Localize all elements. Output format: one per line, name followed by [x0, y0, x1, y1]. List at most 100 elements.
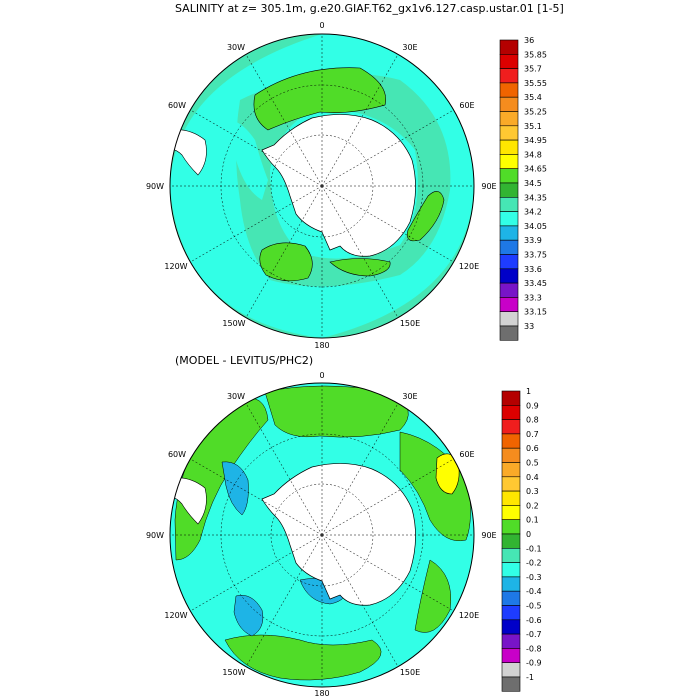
p1-colorbar-label-1: 35.85: [524, 50, 547, 59]
p2-colorbar-swatch-18: [501, 648, 521, 664]
p2-colorbar-label-9: 0.1: [526, 516, 539, 525]
p2-colorbar-swatch-11: [501, 547, 521, 563]
p2-colorbar-swatch-6: [501, 476, 521, 492]
p2-colorbar-swatch-4: [501, 447, 521, 463]
p1-colorbar-label-17: 33.45: [524, 279, 547, 288]
p2-colorbar-swatch-3: [501, 433, 521, 449]
p1-colorbar-swatch-11: [499, 197, 519, 212]
p1-colorbar-label-7: 34.95: [524, 136, 547, 145]
p1-colorbar-swatch-8: [499, 154, 519, 169]
panel2-map: 0 30E 60E 90E 120E 150E 180 150W 120W 90…: [146, 371, 497, 698]
p1-colorbar-swatch-4: [499, 96, 519, 112]
p2-colorbar-swatch-0: [501, 390, 521, 406]
p1-lon-label-30e: 30E: [402, 43, 417, 52]
p1-region-acc-ring: [236, 73, 451, 287]
p2-colorbar-swatch-15: [501, 605, 521, 621]
p1-colorbar-label-18: 33.3: [524, 293, 542, 302]
p2-colorbar-swatch-10: [501, 533, 521, 549]
p2-lon-label-30e: 30E: [402, 392, 417, 401]
p2-colorbar-label-4: 0.6: [526, 444, 539, 453]
p1-colorbar-swatch-19: [499, 311, 519, 327]
p1-colorbar-label-10: 34.5: [524, 179, 542, 188]
p2-region-green-south: [224, 634, 382, 681]
p2-south-america-land: [170, 477, 207, 525]
p1-lon-label-150w: 150W: [222, 319, 245, 328]
p2-lon-label-0: 0: [319, 371, 324, 380]
p2-lon-label-60e: 60E: [459, 450, 474, 459]
p1-colorbar-swatch-5: [499, 111, 519, 127]
p2-colorbar-swatch-1: [501, 404, 521, 420]
p2-region-blue-120w: [233, 595, 264, 637]
p2-colorbar-label-0: 1: [526, 387, 531, 396]
p2-lon-label-180: 180: [314, 689, 329, 698]
p2-region-yellow-60e: [435, 453, 460, 495]
p1-colorbar-swatch-20: [499, 325, 519, 341]
p1-colorbar-label-13: 34.05: [524, 222, 547, 231]
p1-lon-label-0: 0: [319, 21, 324, 30]
p2-colorbar-label-6: 0.4: [526, 473, 539, 482]
p2-colorbar-label-7: 0.3: [526, 487, 539, 496]
p1-region-green-north: [253, 67, 387, 131]
panel1-title: SALINITY at z= 305.1m, g.e20.GIAF.T62_gx…: [175, 2, 564, 15]
p1-lon-label-150e: 150E: [400, 319, 420, 328]
p1-colorbar-swatch-16: [499, 268, 519, 284]
p1-colorbar-swatch-14: [499, 239, 519, 255]
p1-colorbar-swatch-1: [499, 53, 519, 69]
p1-colorbar-label-4: 35.4: [524, 93, 542, 102]
p1-colorbar-swatch-13: [499, 225, 519, 241]
p2-colorbar-label-17: -0.7: [526, 630, 542, 639]
p2-region-blue-shelf: [221, 461, 249, 516]
p1-colorbar-label-19: 33.15: [524, 308, 547, 317]
p2-lon-label-120e: 120E: [459, 611, 479, 620]
p2-colorbar-label-12: -0.2: [526, 559, 542, 568]
p1-lon-label-90w: 90W: [146, 182, 164, 191]
p2-colorbar-swatch-17: [501, 633, 521, 649]
panel1-map: 0 30E 60E 90E 120E 150E 180 150W 120W 90…: [146, 21, 497, 350]
p1-colorbar-swatch-17: [499, 282, 519, 298]
p1-lon-label-180: 180: [314, 341, 329, 350]
panel2-colorbar: 1 0.9 0.8 0.7 0.6 0.5 0.4 0.3 0.2 0.1 0 -0.1 -0.2 -0.…: [501, 387, 542, 692]
panel2-title: (MODEL - LEVITUS/PHC2): [175, 354, 314, 367]
p1-colorbar-label-8: 34.8: [524, 150, 542, 159]
p1-lon-label-120w: 120W: [164, 262, 187, 271]
p2-colorbar-swatch-8: [501, 505, 521, 520]
p2-lon-label-90w: 90W: [146, 531, 164, 540]
p1-region-green-southwest: [259, 242, 313, 282]
p1-colorbar-swatch-7: [499, 139, 519, 155]
p1-colorbar-swatch-10: [499, 182, 519, 198]
p2-lon-label-30w: 30W: [227, 392, 245, 401]
p1-colorbar-label-5: 35.25: [524, 108, 547, 117]
p2-colorbar-label-15: -0.5: [526, 602, 542, 611]
p1-region-green-east: [406, 191, 445, 242]
p2-graticule: [170, 383, 474, 687]
p1-lon-label-60e: 60E: [459, 101, 474, 110]
p2-colorbar-label-5: 0.5: [526, 459, 539, 468]
p2-lon-label-60w: 60W: [168, 450, 186, 459]
p2-colorbar-label-8: 0.2: [526, 501, 539, 510]
p2-region-green-east: [414, 559, 452, 633]
p2-colorbar-label-16: -0.6: [526, 616, 542, 625]
p1-colorbar-swatch-9: [499, 168, 519, 184]
p2-colorbar-label-11: -0.1: [526, 544, 542, 553]
p1-colorbar-swatch-3: [499, 82, 519, 98]
p2-colorbar-label-18: -0.8: [526, 644, 542, 653]
p1-lon-labels: 0 30E 60E 90E 120E 150E 180 150W 120W 90…: [146, 21, 497, 350]
p1-colorbar-swatch-2: [499, 68, 519, 84]
p1-region-green-south: [329, 258, 391, 277]
p1-colorbar-label-15: 33.75: [524, 251, 547, 260]
p2-region-green-north: [264, 385, 409, 438]
p2-lon-label-150w: 150W: [222, 668, 245, 677]
p2-colorbar-label-13: -0.3: [526, 573, 542, 582]
panel1-colorbar: 36 35.85 35.7 35.55 35.4 35.25 35.1 34.95 34.8 34…: [499, 36, 547, 341]
p2-colorbar-swatch-19: [501, 662, 521, 678]
p2-lon-label-150e: 150E: [400, 668, 420, 677]
p1-colorbar-label-9: 34.65: [524, 165, 547, 174]
p2-lon-label-90e: 90E: [481, 531, 496, 540]
p1-antarctica-land: [261, 114, 416, 257]
p1-colorbar-swatch-18: [499, 297, 519, 312]
p1-colorbar-label-11: 34.35: [524, 193, 547, 202]
p1-colorbar-swatch-6: [499, 125, 519, 141]
p2-colorbar-swatch-16: [501, 619, 521, 635]
p2-lon-labels: 0 30E 60E 90E 120E 150E 180 150W 120W 90…: [146, 371, 497, 698]
